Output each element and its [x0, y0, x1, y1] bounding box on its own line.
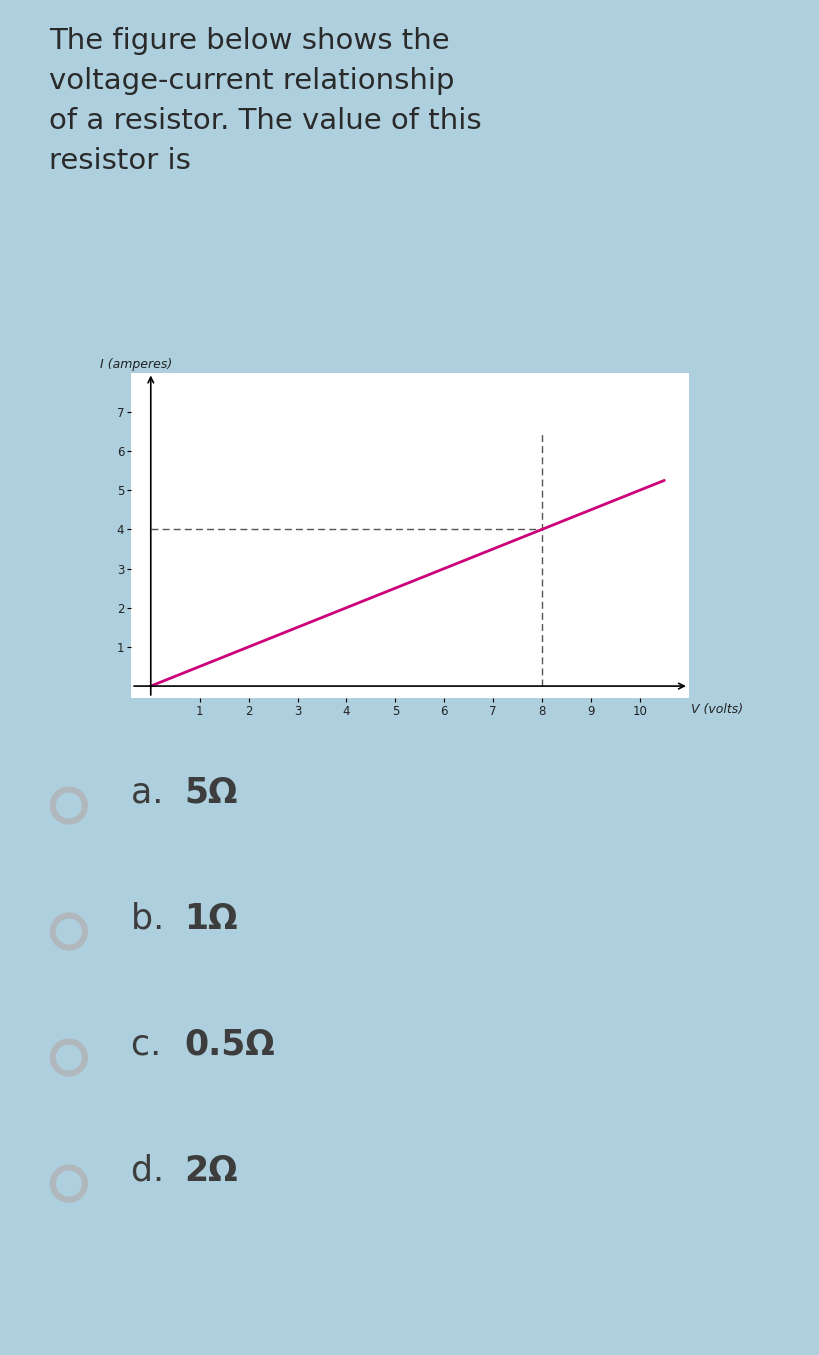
- Circle shape: [51, 787, 87, 824]
- Circle shape: [51, 1165, 87, 1202]
- Circle shape: [51, 1039, 87, 1076]
- Text: 2Ω: 2Ω: [184, 1153, 238, 1188]
- Text: d.: d.: [131, 1153, 175, 1188]
- Circle shape: [56, 1171, 82, 1196]
- Text: b.: b.: [131, 901, 175, 936]
- Text: c.: c.: [131, 1027, 172, 1062]
- Text: a.: a.: [131, 775, 174, 810]
- Text: I (amperes): I (amperes): [100, 358, 172, 371]
- Text: 5Ω: 5Ω: [184, 775, 238, 810]
- Text: 1Ω: 1Ω: [184, 901, 238, 936]
- Circle shape: [56, 793, 82, 818]
- Circle shape: [51, 913, 87, 950]
- Text: V (volts): V (volts): [690, 703, 743, 715]
- Text: The figure below shows the
voltage-current relationship
of a resistor. The value: The figure below shows the voltage-curre…: [49, 27, 482, 175]
- Text: 0.5Ω: 0.5Ω: [184, 1027, 274, 1062]
- Circle shape: [56, 919, 82, 944]
- Circle shape: [56, 1045, 82, 1070]
